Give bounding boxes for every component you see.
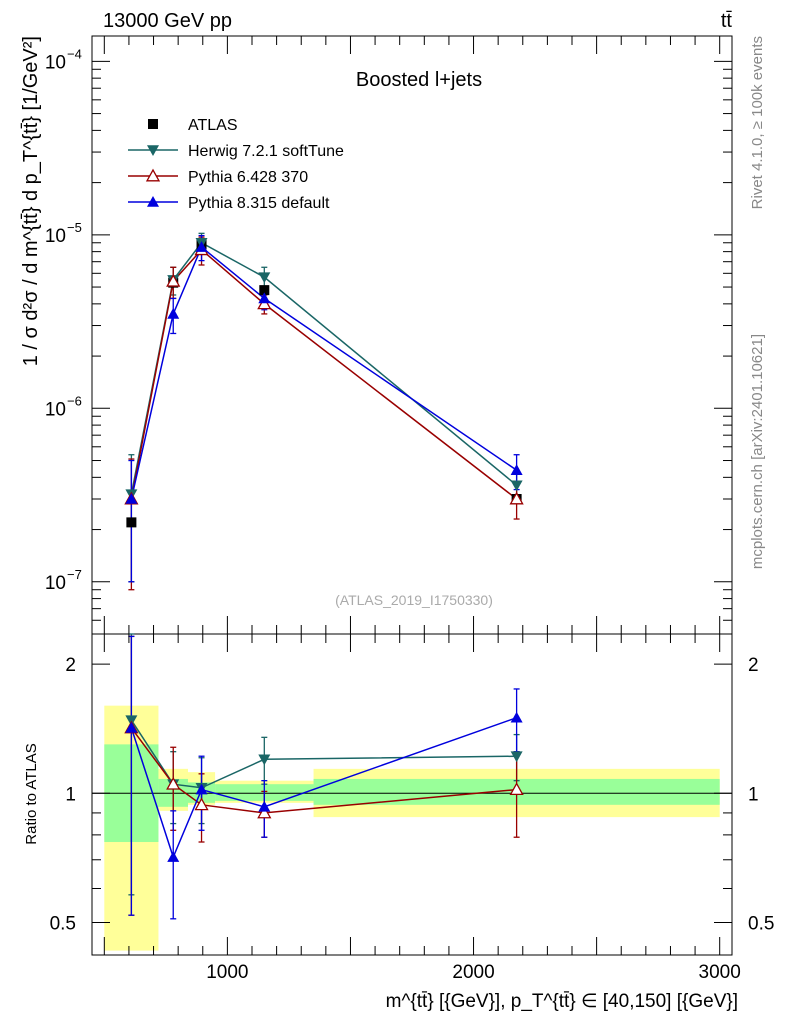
- legend-entry: Pythia 8.315 default: [128, 195, 330, 212]
- main-panel: Boosted l+jets (ATLAS_2019_I1750330) 1 /…: [20, 35, 733, 635]
- legend-entry: ATLAS: [148, 117, 238, 134]
- series-point: [258, 292, 271, 304]
- series-pythia-8-315-default: [128, 234, 520, 583]
- x-tick-label: 1000: [206, 962, 248, 983]
- legend-label: ATLAS: [188, 117, 238, 134]
- series-point: [125, 493, 138, 504]
- legend-marker: [145, 168, 161, 182]
- y-axis-label: 1 / σ d²σ / d m^{tt̄} d p_T^{tt̄} [1/GeV…: [20, 36, 42, 366]
- ratio-point: [257, 805, 272, 819]
- ratio-tick-label-right: 0.5: [748, 913, 774, 934]
- series-point: [510, 480, 523, 492]
- legend-marker: [148, 119, 158, 129]
- analysis-id: (ATLAS_2019_I1750330): [335, 592, 493, 608]
- legend-marker: [147, 196, 159, 207]
- ratio-point: [510, 751, 523, 763]
- y-tick-label: 10: [45, 52, 66, 73]
- mcplots-label: mcplots.cern.ch [arXiv:2401.10621]: [749, 334, 766, 569]
- ratio-point: [194, 797, 209, 811]
- data-point: [126, 517, 137, 528]
- y-tick-exponent: −6: [67, 393, 82, 408]
- data-point: [259, 285, 270, 296]
- x-tick-label: 2000: [452, 962, 494, 983]
- series-point: [258, 272, 271, 284]
- series-pythia-6-428-370: [128, 236, 520, 591]
- series-point: [195, 241, 208, 252]
- legend-entry: Pythia 6.428 370: [128, 168, 308, 186]
- legend-label: Herwig 7.2.1 softTune: [188, 143, 344, 160]
- main-series: [124, 232, 524, 591]
- ratio-frame: [91, 633, 733, 956]
- ratio-point: [258, 800, 271, 812]
- y-tick-exponent: −5: [67, 220, 82, 235]
- y-tick-label: 10: [45, 399, 66, 420]
- y-tick-exponent: −4: [67, 46, 82, 61]
- ratio-tick-label-left: 0.5: [50, 913, 76, 934]
- x-ticks: 1000 2000 3000: [103, 36, 741, 983]
- energy-label: 13000 GeV pp: [103, 10, 232, 32]
- ratio-point: [166, 776, 181, 790]
- y-tick-label: 10: [45, 573, 66, 594]
- ratio-point: [509, 782, 524, 796]
- series-point: [510, 464, 523, 475]
- series-line: [130, 241, 518, 495]
- legend-label: Pythia 8.315 default: [188, 195, 330, 212]
- legend-label: Pythia 6.428 370: [188, 169, 308, 186]
- ratio-point: [167, 851, 180, 862]
- legend-entry: Herwig 7.2.1 softTune: [128, 143, 344, 160]
- legend: ATLAS Herwig 7.2.1 softTune Pythia 6.428 3…: [128, 117, 344, 212]
- ratio-panel: Ratio to ATLAS 0.5 0.5 1 1 2 2 1000 2000 3000 m…: [23, 36, 774, 1012]
- y-tick-label: 10: [45, 226, 66, 247]
- series-point: [257, 296, 272, 310]
- ratio-point: [258, 754, 271, 766]
- chart-title: Boosted l+jets: [356, 69, 482, 91]
- series-herwig-7-2-1-softtune: [128, 232, 520, 583]
- series-point: [166, 273, 181, 287]
- process-label: tt̄: [721, 10, 733, 32]
- ratio-tick-label-right: 2: [748, 655, 759, 676]
- x-axis-label: m^{tt̄} [{GeV}], p_T^{tt̄} ∈ [40,150] [{…: [386, 991, 738, 1012]
- ratio-tick-label-right: 1: [748, 784, 759, 805]
- series-point: [509, 491, 524, 505]
- ratio-tick-label-left: 1: [65, 784, 76, 805]
- ratio-ticks: 0.5 0.5 1 1 2 2: [50, 655, 775, 934]
- ratio-point: [195, 783, 208, 795]
- x-tick-label: 3000: [699, 962, 741, 983]
- ratio-tick-label-left: 2: [65, 655, 76, 676]
- y-tick-exponent: −7: [67, 567, 82, 582]
- ratio-bands: [104, 705, 720, 951]
- ratio-y-label: Ratio to ATLAS: [23, 743, 40, 844]
- ratio-point: [125, 721, 138, 733]
- ratio-series-herwig-7-2-1-softtune: [128, 633, 520, 896]
- series-line: [130, 248, 518, 500]
- ratio-point: [510, 711, 523, 723]
- ratio-series: [124, 633, 524, 920]
- main-ticks: 10−710−610−510−4: [45, 46, 732, 635]
- legend-marker: [147, 145, 159, 156]
- rivet-label: Rivet 4.1.0, ≥ 100k events: [749, 36, 766, 209]
- series-line: [130, 245, 518, 500]
- series-point: [167, 307, 180, 319]
